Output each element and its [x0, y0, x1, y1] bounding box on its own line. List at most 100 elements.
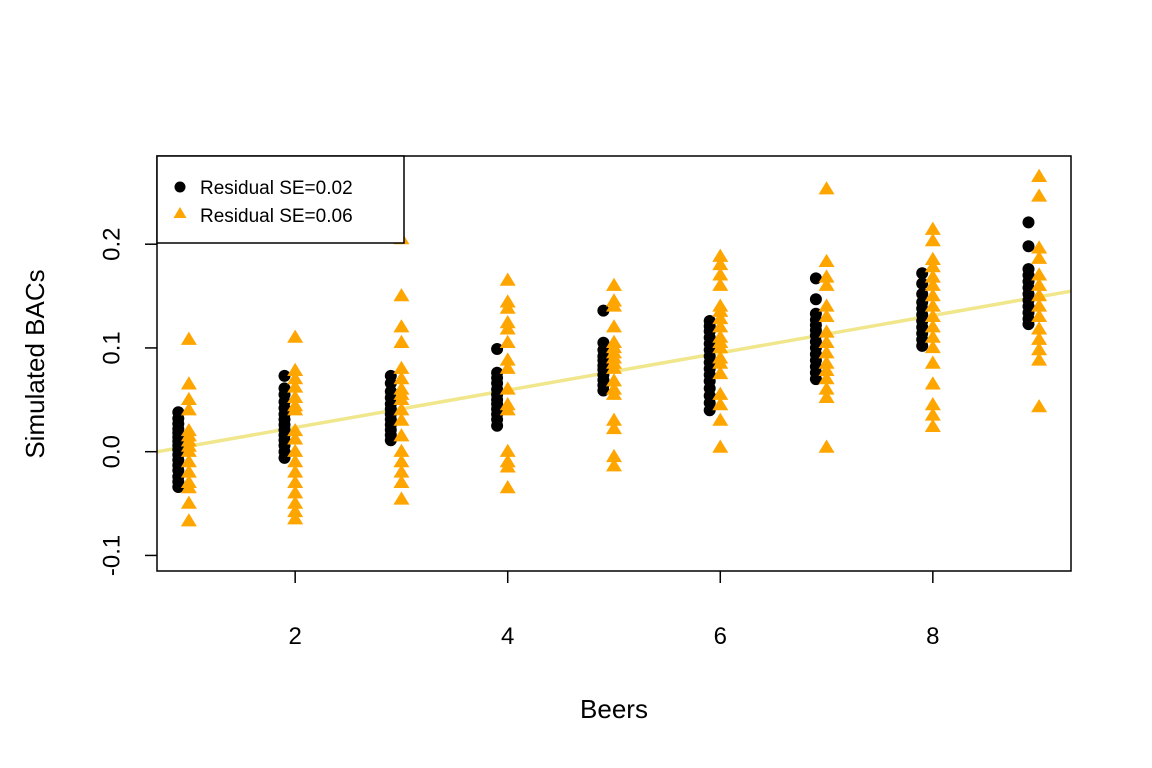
- y-tick-label: 0.0: [99, 435, 126, 468]
- data-point-circle: [916, 277, 929, 290]
- data-point-triangle: [818, 298, 835, 312]
- data-point-triangle: [818, 371, 835, 385]
- data-point-triangle: [818, 362, 835, 376]
- data-point-triangle: [287, 495, 304, 509]
- data-point-triangle: [287, 329, 304, 343]
- data-point-triangle: [924, 277, 941, 291]
- x-tick-label: 6: [714, 623, 727, 650]
- data-point-triangle: [818, 277, 835, 291]
- data-point-triangle: [393, 391, 410, 406]
- legend-marker-circle: [174, 181, 186, 193]
- data-point-triangle: [393, 443, 410, 457]
- data-point-triangle: [393, 360, 410, 374]
- data-point-triangle: [924, 251, 941, 265]
- data-point-circle: [597, 304, 610, 317]
- data-point-triangle: [712, 365, 729, 380]
- data-point-triangle: [499, 402, 516, 416]
- data-point-circle: [703, 404, 716, 417]
- data-point-triangle: [818, 439, 835, 453]
- data-point-triangle: [606, 412, 622, 426]
- data-point-triangle: [924, 288, 941, 302]
- data-point-triangle: [287, 474, 304, 489]
- data-point-circle: [809, 373, 822, 386]
- data-point-triangle: [818, 308, 835, 323]
- plot-frame: [156, 155, 1072, 572]
- data-point-triangle: [606, 277, 622, 291]
- data-point-triangle: [712, 310, 729, 325]
- y-tick-label: 0.1: [99, 331, 126, 364]
- data-point-triangle: [606, 458, 622, 472]
- legend-label-se-002: Residual SE=0.02: [200, 178, 353, 199]
- points-layer: [172, 168, 1048, 527]
- data-point-triangle: [1031, 288, 1048, 302]
- data-point-triangle: [499, 480, 516, 494]
- data-point-triangle: [393, 474, 410, 489]
- data-point-triangle: [287, 422, 304, 437]
- data-point-triangle: [924, 259, 941, 273]
- data-point-circle: [916, 339, 929, 352]
- data-point-triangle: [393, 288, 410, 302]
- data-point-triangle: [180, 454, 197, 468]
- data-point-triangle: [606, 420, 622, 435]
- data-point-triangle: [180, 391, 197, 406]
- data-point-triangle: [924, 319, 941, 333]
- data-point-triangle: [1031, 321, 1048, 335]
- data-point-triangle: [180, 495, 197, 509]
- data-point-triangle: [818, 345, 835, 359]
- data-point-triangle: [180, 513, 197, 527]
- data-point-triangle: [287, 362, 304, 376]
- x-tick-label: 2: [288, 623, 301, 650]
- data-point-triangle: [712, 339, 729, 354]
- data-point-triangle: [393, 464, 410, 478]
- data-point-circle: [1022, 318, 1035, 331]
- data-point-circle: [491, 419, 504, 432]
- y-tick-label: -0.1: [99, 535, 126, 576]
- data-point-triangle: [393, 319, 410, 333]
- data-point-triangle: [1031, 267, 1048, 281]
- data-point-triangle: [818, 181, 835, 195]
- data-point-triangle: [712, 319, 729, 333]
- data-point-triangle: [180, 464, 197, 478]
- data-point-triangle: [924, 221, 941, 235]
- data-point-triangle: [818, 381, 835, 395]
- data-point-triangle: [287, 389, 304, 403]
- x-axis-label: Beers: [580, 694, 648, 724]
- data-point-triangle: [1031, 168, 1048, 182]
- data-point-circle: [809, 293, 822, 306]
- data-point-triangle: [924, 298, 941, 312]
- data-point-triangle: [287, 371, 304, 385]
- data-point-triangle: [924, 397, 941, 411]
- data-point-triangle: [393, 491, 410, 505]
- data-point-triangle: [1031, 342, 1048, 356]
- data-point-circle: [1022, 240, 1035, 253]
- data-point-triangle: [606, 448, 622, 463]
- data-point-triangle: [712, 277, 729, 291]
- data-point-triangle: [818, 253, 835, 268]
- data-point-triangle: [393, 371, 410, 385]
- data-point-triangle: [499, 459, 516, 473]
- data-point-circle: [597, 384, 610, 397]
- data-point-circle: [384, 377, 397, 390]
- data-point-triangle: [499, 443, 516, 457]
- data-point-triangle: [712, 256, 729, 271]
- data-point-triangle: [1031, 308, 1048, 323]
- data-point-triangle: [712, 412, 729, 426]
- data-point-triangle: [499, 300, 516, 314]
- data-point-triangle: [393, 412, 410, 426]
- legend-box: [156, 155, 405, 244]
- data-point-circle: [1022, 216, 1035, 229]
- y-axis-label: Simulated BACs: [20, 269, 50, 458]
- data-point-triangle: [287, 454, 304, 468]
- x-tick-label: 8: [926, 623, 939, 650]
- data-point-triangle: [287, 511, 304, 525]
- data-point-circle: [809, 272, 822, 285]
- data-point-triangle: [1031, 352, 1048, 366]
- data-point-triangle: [712, 386, 729, 400]
- data-point-triangle: [818, 334, 835, 348]
- data-point-circle: [916, 288, 929, 300]
- data-point-triangle: [818, 355, 835, 369]
- data-point-triangle: [712, 248, 729, 262]
- data-point-triangle: [393, 402, 410, 416]
- legend: Residual SE=0.02 Residual SE=0.06: [156, 155, 405, 244]
